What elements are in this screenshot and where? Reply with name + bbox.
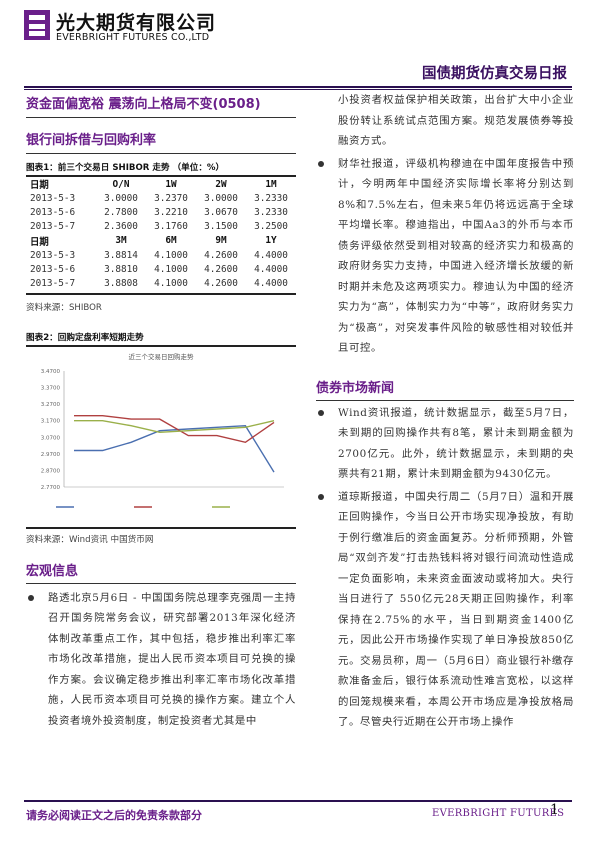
chart-title: 近三个交易日回购走势 (129, 352, 195, 361)
divider (26, 117, 296, 118)
table-cell: 2.7800 (104, 206, 138, 218)
table-cell: 3.8810 (104, 263, 138, 275)
table-row: 2013-5-6 2.7800 3.2210 3.0670 3.2330 (26, 205, 296, 219)
table-cell: 4.2600 (204, 277, 238, 289)
table-header-row: 日期 O/N 1W 2W 1M (26, 177, 296, 192)
table-cell: 3.2330 (254, 192, 288, 204)
macro-news-item: 财华社报道，评级机构穆迪在中国年度报告中预计，今明两年中国经济实际增长率将分别达… (316, 154, 574, 359)
figure2-title: 图表2：回购定盘利率短期走势 (26, 332, 144, 343)
table-cell: 2013-5-7 (30, 221, 76, 233)
table-cell: 2013-5-3 (30, 192, 76, 204)
table-header-cell: 1Y (265, 235, 277, 247)
table-cell: 3.0000 (104, 192, 138, 204)
table-cell: 2013-5-6 (30, 206, 76, 218)
y-tick-label: 3.1700 (41, 418, 61, 424)
right-column: 小投资者权益保护相关政策，出台扩大中小企业股份转让系统试点范围方案。规范发展债券… (316, 90, 574, 733)
table-cell: 4.4000 (254, 249, 288, 261)
table-cell: 3.0670 (204, 206, 238, 218)
chart-bottom-rule (26, 526, 296, 529)
series-line-2 (74, 414, 275, 443)
table-cell: 4.4000 (254, 263, 288, 275)
source-note: 资料来源：SHIBOR (26, 302, 102, 313)
macro-news-continued: 小投资者权益保护相关政策，出台扩大中小企业股份转让系统试点范围方案。规范发展债券… (338, 94, 574, 147)
table-cell: 2013-5-3 (30, 249, 76, 261)
repo-rate-chart: 近三个交易日回购走势 3.4700 3.3700 3.2700 3.1700 3.070… (41, 352, 284, 508)
left-column: 资金面偏宽裕 震荡向上格局不变(0508) 银行间拆借与回购利率 图表1：前三个… (26, 94, 296, 731)
table-header-cell: 1W (165, 178, 177, 190)
bond-news-item: 道琼斯报道，中国央行周二（5月7日）温和开展正回购操作，今当日公开市场实现净投放… (316, 487, 574, 733)
table-header-cell: 6M (165, 235, 177, 247)
table-cell: 4.4000 (254, 277, 288, 289)
table-cell: 3.1500 (204, 221, 238, 233)
figure1-title: 图表1：前三个交易日 SHIBOR 走势 （单位：%） (26, 163, 225, 173)
table-header-cell: 3M (115, 235, 127, 247)
page-number: 1 (550, 802, 559, 818)
chart-top-rule (26, 344, 296, 347)
table-cell: 2.3600 (104, 221, 138, 233)
table-cell: 3.0000 (204, 192, 238, 204)
section-title-bond-news: 债券市场新闻 (316, 380, 395, 396)
table-header-cell: 2W (215, 178, 227, 190)
company-logo-icon (24, 10, 50, 40)
table-cell: 3.1760 (154, 221, 188, 233)
company-name-cn: 光大期货有限公司 (56, 12, 217, 34)
macro-news-item: 路透北京5月6日 - 中国国务院总理李克强周一主持召开国务院常务会议，研究部署2… (26, 588, 296, 732)
series-line-3 (74, 419, 275, 433)
disclaimer-note: 请务必阅读正文之后的免责条款部分 (26, 809, 202, 822)
footer-rule (24, 800, 572, 802)
bond-news-item: Wind资讯报道，统计数据显示，截至5月7日，未到期的回购操作共有8笔，累计未到… (316, 403, 574, 485)
table-top-rule (26, 175, 296, 177)
table-cell: 4.1000 (154, 263, 188, 275)
table-cell: 3.8808 (104, 277, 138, 289)
y-tick-label: 2.8700 (41, 468, 61, 474)
table-row: 2013-5-3 3.8814 4.1000 4.2600 4.4000 (26, 248, 296, 262)
y-tick-label: 3.4700 (41, 369, 61, 375)
table-row: 2013-5-7 3.8808 4.1000 4.2600 4.4000 (26, 276, 296, 290)
table-row: 2013-5-3 3.0000 3.2370 3.0000 3.2330 (26, 191, 296, 205)
source-note: 资料来源：Wind资讯 中国货币网 (26, 534, 154, 545)
table-header-cell: O/N (112, 178, 130, 190)
table-cell: 2013-5-6 (30, 263, 76, 275)
y-tick-label: 2.7700 (41, 485, 61, 491)
table-cell: 4.2600 (204, 263, 238, 275)
divider (26, 582, 296, 584)
report-title: 国债期货仿真交易日报 (422, 66, 567, 82)
shibor-table: 日期 O/N 1W 2W 1M 2013-5-3 3.0000 3.2370 3… (26, 177, 296, 291)
table-cell: 4.2600 (204, 249, 238, 261)
table-cell: 3.2210 (154, 206, 188, 218)
table-cell: 3.2500 (254, 221, 288, 233)
section-title-macro: 宏观信息 (26, 563, 79, 579)
table-header-cell: 日期 (30, 236, 49, 248)
company-name-en: EVERBRIGHT FUTURES CO.,LTD (56, 32, 210, 43)
footer-brand: EVERBRIGHT FUTURES (432, 808, 565, 819)
table-header-cell: 1M (265, 178, 277, 190)
table-cell: 3.8814 (104, 249, 138, 261)
header-rule-thin (24, 89, 572, 90)
y-tick-label: 3.2700 (41, 402, 61, 408)
y-tick-label: 3.3700 (41, 385, 61, 391)
main-headline: 资金面偏宽裕 震荡向上格局不变(0508) (26, 97, 261, 112)
header-rule (24, 86, 572, 88)
divider (316, 399, 574, 401)
table-cell: 4.1000 (154, 249, 188, 261)
table-header-cell: 9M (215, 235, 227, 247)
table-bottom-rule (26, 292, 296, 295)
table-cell: 3.2330 (254, 206, 288, 218)
y-tick-label: 2.9700 (41, 451, 61, 457)
y-tick-label: 3.0700 (41, 435, 61, 441)
table-header-cell: 日期 (30, 180, 49, 192)
table-row: 2013-5-6 3.8810 4.1000 4.2600 4.4000 (26, 262, 296, 276)
table-cell: 3.2370 (154, 192, 188, 204)
table-header-row: 日期 3M 6M 9M 1Y (26, 234, 296, 248)
table-cell: 2013-5-7 (30, 277, 76, 289)
series-line-1 (74, 424, 275, 472)
section-title-interbank: 银行间拆借与回购利率 (26, 133, 157, 148)
table-row: 2013-5-7 2.3600 3.1760 3.1500 3.2500 (26, 220, 296, 234)
table-cell: 4.1000 (154, 277, 188, 289)
divider (26, 153, 296, 154)
